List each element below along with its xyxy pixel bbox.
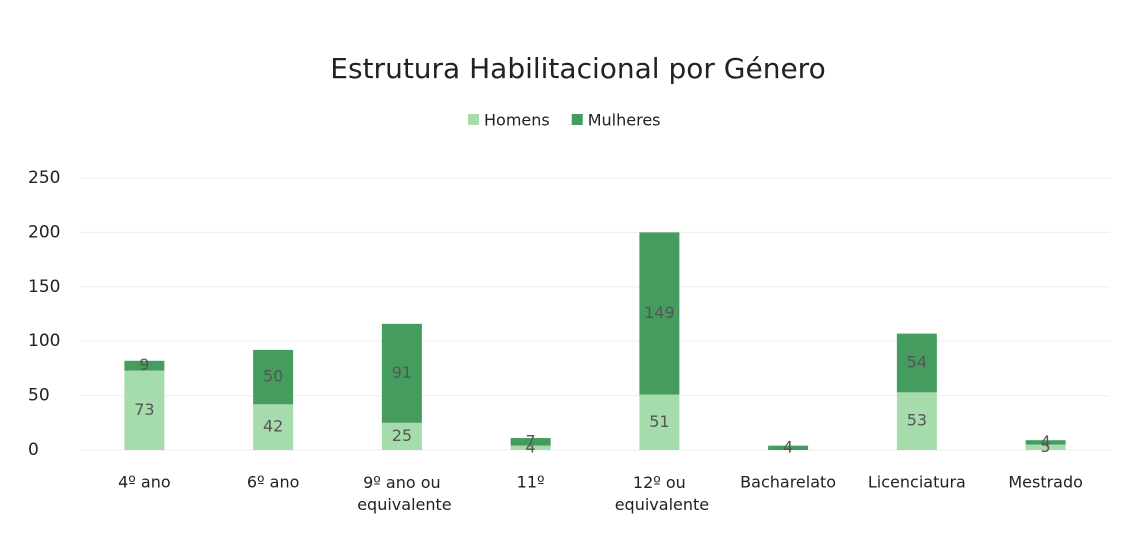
data-label: 4 (1041, 432, 1051, 451)
bar-segment (768, 445, 809, 450)
x-tick-label: 4º ano (118, 473, 171, 492)
data-label: 51 (649, 412, 669, 431)
bar-segment (381, 422, 422, 450)
bar-segment (896, 333, 937, 393)
data-label: 9 (139, 355, 149, 374)
bar-segment (510, 438, 551, 446)
data-label: 73 (134, 400, 154, 419)
bar-segment (381, 323, 422, 423)
bar-segment (510, 445, 551, 450)
y-tick-label: 200 (28, 222, 60, 242)
data-label: 42 (263, 417, 283, 436)
legend-label: Mulheres (588, 111, 661, 130)
x-tick-label: Mestrado (1008, 473, 1083, 492)
data-label: 50 (263, 367, 283, 386)
bar-segment (896, 392, 937, 450)
bar-segment (124, 370, 165, 450)
y-tick-label: 250 (28, 168, 60, 188)
x-tick-label: Licenciatura (868, 473, 966, 492)
data-label: 4 (526, 437, 536, 456)
legend-swatch (571, 114, 583, 125)
data-label: 4 (783, 437, 793, 456)
bar-segment (1025, 440, 1066, 445)
bar-segment (1025, 444, 1066, 450)
data-label: 91 (392, 363, 412, 382)
y-tick-label: 100 (28, 331, 60, 351)
bar-segment (124, 360, 165, 371)
bar-segment (253, 404, 294, 450)
bar-segment (253, 349, 294, 405)
bar-segment (639, 232, 680, 395)
y-tick-label: 0 (28, 440, 39, 460)
data-label: 25 (392, 426, 412, 445)
legend-swatch (468, 114, 479, 125)
chart-title: Estrutura Habilitacional por Género (330, 52, 825, 85)
data-label: 5 (1041, 437, 1051, 456)
legend-label: Homens (484, 111, 550, 130)
x-tick-label: 11º (517, 473, 545, 492)
data-label: 54 (907, 352, 927, 371)
data-label: 149 (644, 303, 675, 322)
bar-segment (639, 394, 680, 450)
y-tick-label: 50 (28, 386, 50, 406)
x-tick-label: 9º ano ou equivalente (352, 473, 452, 514)
x-tick-label: 12º ou equivalente (610, 473, 710, 514)
data-label: 53 (907, 411, 927, 430)
y-tick-label: 150 (28, 277, 60, 297)
x-tick-label: Bacharelato (740, 473, 836, 492)
x-tick-label: 6º ano (247, 473, 300, 492)
data-label: 7 (526, 431, 536, 450)
